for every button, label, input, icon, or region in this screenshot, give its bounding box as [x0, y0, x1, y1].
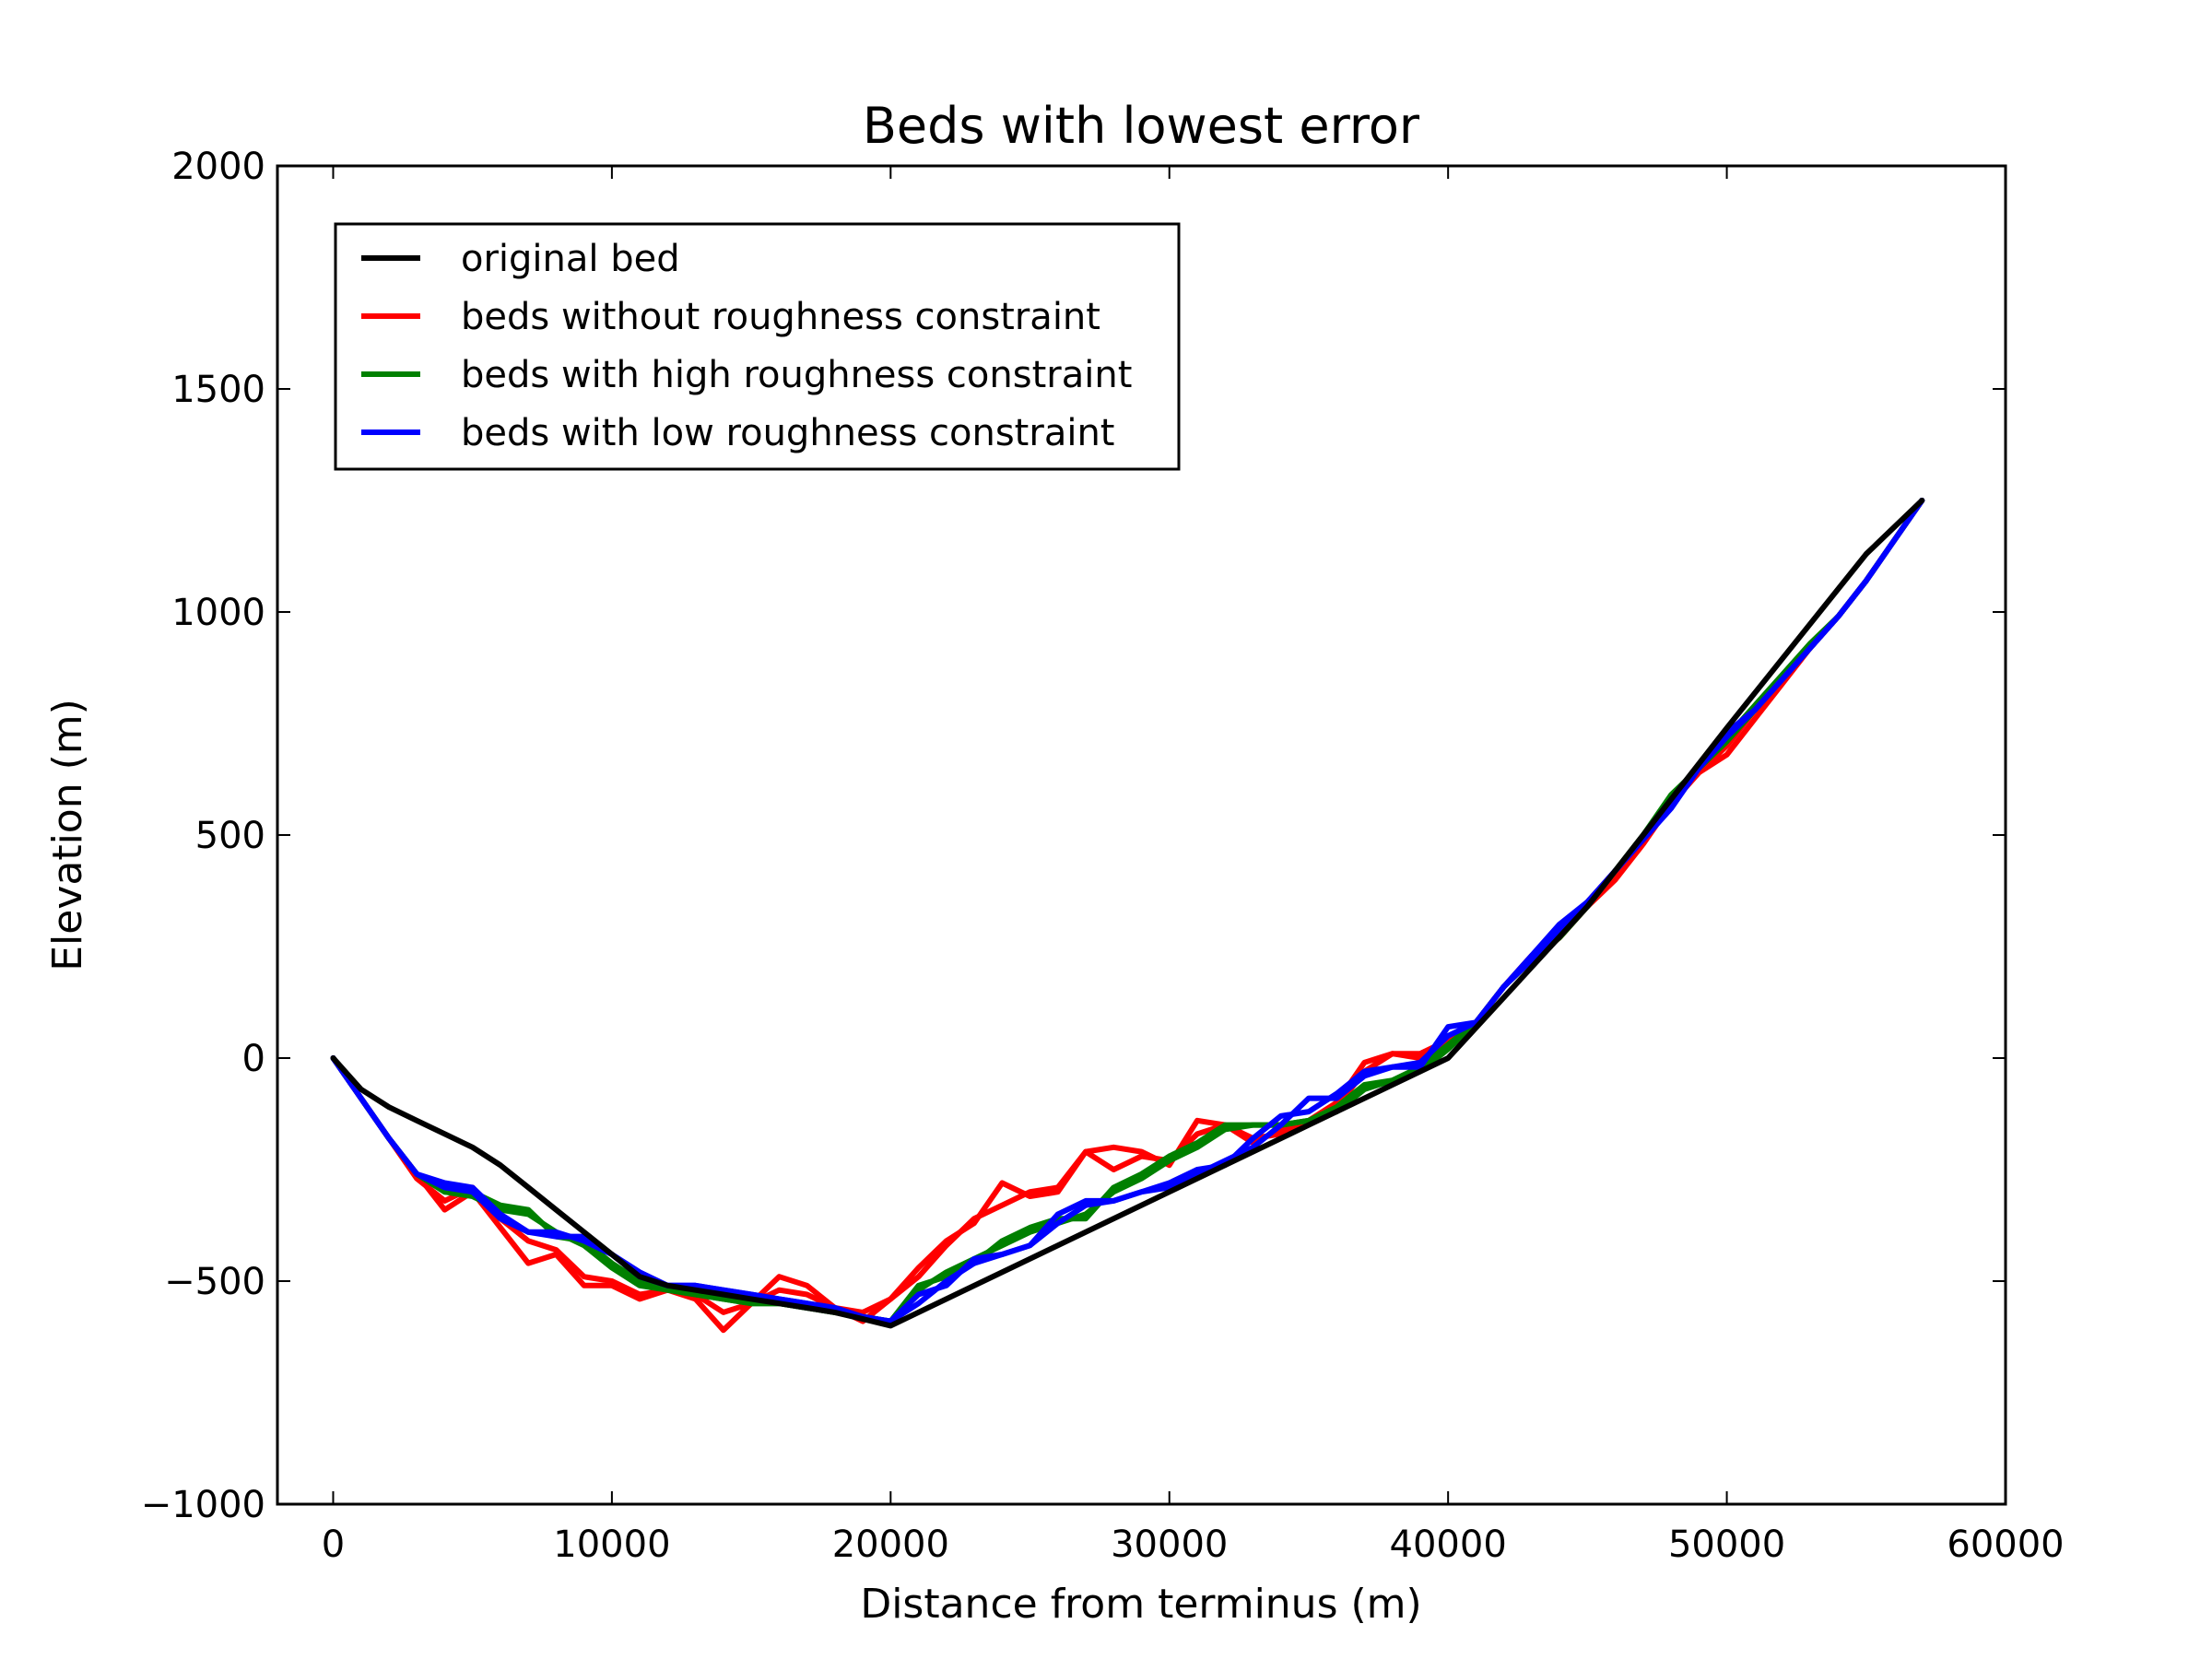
x-tick-label-3: 30000	[1111, 1524, 1228, 1566]
x-axis-label: Distance from terminus (m)	[860, 1581, 1421, 1628]
legend-label-without-roughness: beds without roughness constraint	[461, 296, 1100, 338]
x-tick-label-4: 40000	[1390, 1524, 1507, 1566]
y-tick-label-6: −1000	[141, 1484, 265, 1526]
y-tick-label-3: 500	[195, 815, 265, 857]
y-tick-label-2: 1000	[171, 592, 265, 634]
series-lines	[330, 498, 1925, 1334]
y-tick-label-4: 0	[242, 1038, 265, 1080]
y-tick-label-5: −500	[164, 1261, 265, 1303]
y-tick-label-0: 2000	[171, 146, 265, 188]
legend-label-original: original bed	[461, 238, 680, 280]
y-tick-label-1: 1500	[171, 369, 265, 411]
series-line-original-bed-6	[330, 498, 1925, 1329]
legend-label-high-roughness: beds with high roughness constraint	[461, 354, 1132, 396]
legend-label-low-roughness: beds with low roughness constraint	[461, 412, 1114, 454]
x-tick-labels: 0 10000 20000 30000 40000 50000 60000	[322, 1524, 2065, 1566]
plot-frame	[276, 164, 2007, 1506]
x-tick-label-1: 10000	[553, 1524, 670, 1566]
x-tick-label-5: 50000	[1668, 1524, 1785, 1566]
chart-title: Beds with lowest error	[863, 97, 1420, 155]
legend: original bed beds without roughness cons…	[334, 222, 1181, 471]
y-tick-labels: 2000 1500 1000 500 0 −500 −1000	[141, 146, 265, 1526]
y-axis-label: Elevation (m)	[44, 699, 91, 971]
x-tick-label-2: 20000	[832, 1524, 949, 1566]
x-tick-label-6: 60000	[1947, 1524, 2064, 1566]
legend-box	[334, 222, 1181, 471]
x-tick-label-0: 0	[322, 1524, 345, 1566]
